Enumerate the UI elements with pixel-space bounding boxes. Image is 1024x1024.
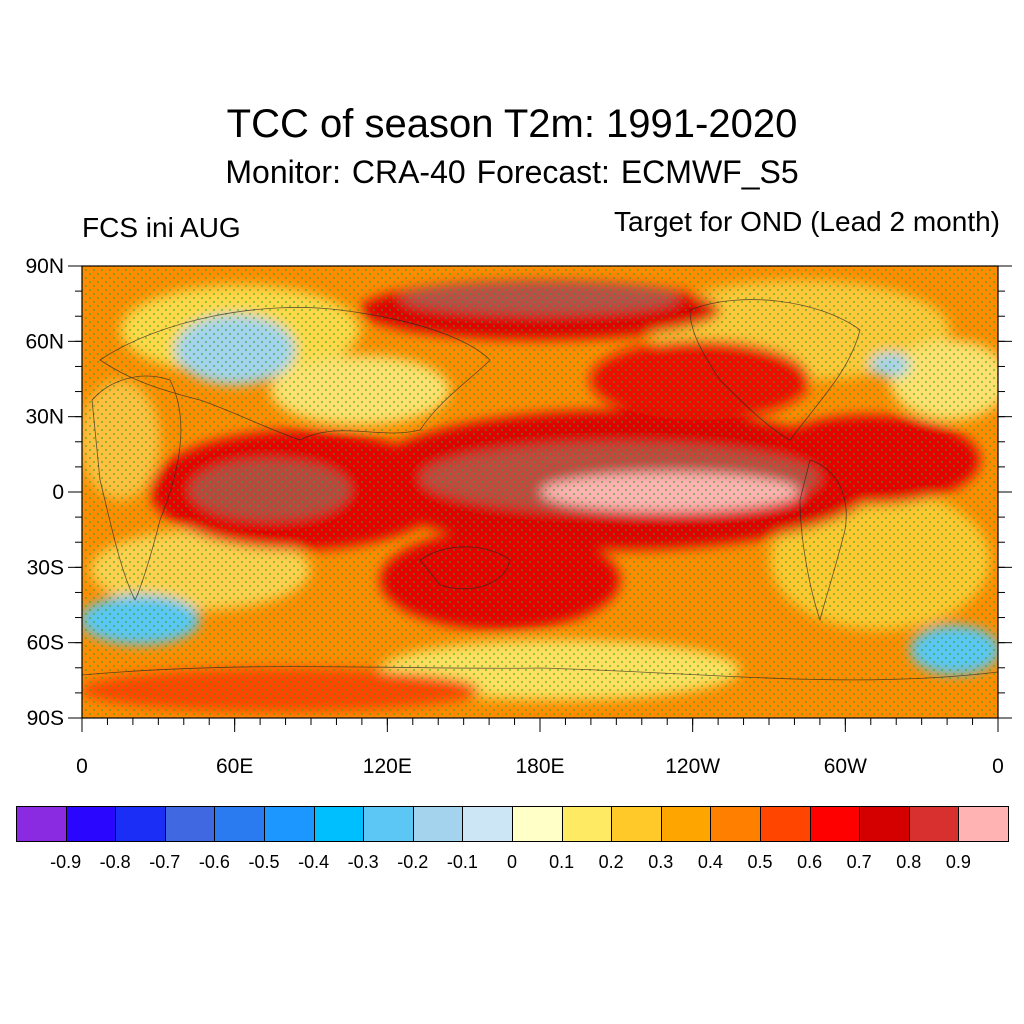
colorbar-label: 0 bbox=[506, 852, 518, 872]
colorbar-box bbox=[16, 806, 67, 842]
y-tick-label: 90S bbox=[27, 707, 64, 730]
colorbar-box bbox=[958, 806, 1009, 842]
colorbar-label: -0.2 bbox=[397, 852, 429, 872]
colorbar-box bbox=[512, 806, 563, 842]
colorbar-label: 0.9 bbox=[945, 852, 971, 872]
x-tick-label: 0 bbox=[992, 755, 1004, 778]
x-tick-label: 60E bbox=[216, 755, 253, 778]
x-tick-label: 120W bbox=[665, 755, 720, 778]
colorbar-box bbox=[214, 806, 265, 842]
target-label: Target for OND (Lead 2 month) bbox=[614, 206, 1000, 237]
axis-labels: 90N 60N 30N 0 30S 60S 90S 0 60E 120E 180E 120W 60W 0 bbox=[25, 255, 1003, 778]
y-tick-label: 30N bbox=[25, 406, 64, 429]
colorbar-box bbox=[115, 806, 166, 842]
colorbar-label: 0.8 bbox=[896, 852, 922, 872]
colorbar-box bbox=[859, 806, 910, 842]
colorbar-box bbox=[561, 806, 613, 842]
colorbar-box bbox=[611, 806, 662, 842]
y-tick-label: 90N bbox=[25, 255, 64, 278]
colorbar-box bbox=[462, 806, 513, 842]
chart-title: TCC of season T2m: 1991-2020 bbox=[226, 102, 798, 146]
colorbar-label: -0.3 bbox=[347, 852, 379, 872]
colorbar-label: -0.6 bbox=[198, 852, 230, 872]
x-tick-label: 60W bbox=[824, 755, 867, 778]
colorbar-label: -0.7 bbox=[149, 852, 181, 872]
colorbar-box bbox=[313, 806, 365, 842]
colorbar-label: -0.9 bbox=[50, 852, 82, 872]
colorbar-label: 0.4 bbox=[697, 852, 723, 872]
colorbar-label: 0.6 bbox=[797, 852, 823, 872]
colorbar-box bbox=[65, 806, 117, 842]
init-label: FCS ini AUG bbox=[82, 212, 241, 243]
colorbar-label: 0.3 bbox=[648, 852, 674, 872]
colorbar-box bbox=[710, 806, 761, 842]
colorbar-label: 0.5 bbox=[747, 852, 773, 872]
coastlines bbox=[82, 299, 998, 681]
colorbar-box bbox=[363, 806, 414, 842]
colorbar-box bbox=[760, 806, 811, 842]
y-tick-label: 30S bbox=[27, 556, 64, 579]
colorbar-label: -0.8 bbox=[99, 852, 131, 872]
colorbar-label: 0.2 bbox=[598, 852, 624, 872]
colorbar-box bbox=[809, 806, 861, 842]
chart-subtitle: Monitor: CRA-40 Forecast: ECMWF_S5 bbox=[225, 154, 799, 190]
colorbar-label: 0.7 bbox=[846, 852, 872, 872]
y-tick-label: 60S bbox=[27, 632, 64, 655]
colorbar-box bbox=[908, 806, 960, 842]
colorbar-box bbox=[660, 806, 712, 842]
tcc-map: 90N 60N 30N 0 30S 60S 90S 0 60E 120E 180E 120W 60W 0 bbox=[25, 255, 1012, 778]
colorbar bbox=[16, 806, 1009, 844]
colorbar-label: -0.5 bbox=[248, 852, 280, 872]
x-tick-label: 180E bbox=[515, 755, 564, 778]
axis-ticks bbox=[68, 265, 1012, 732]
y-tick-label: 60N bbox=[25, 330, 64, 353]
y-tick-label: 0 bbox=[52, 481, 64, 504]
x-tick-label: 0 bbox=[76, 755, 88, 778]
colorbar-label: -0.1 bbox=[446, 852, 478, 872]
x-tick-label: 120E bbox=[363, 755, 412, 778]
map-field bbox=[82, 266, 998, 718]
colorbar-box bbox=[264, 806, 315, 842]
colorbar-labels: -0.9 -0.8 -0.7 -0.6 -0.5 -0.4 -0.3 -0.2 -0.1 0 0.1… bbox=[0, 852, 1024, 876]
colorbar-label: 0.1 bbox=[549, 852, 575, 872]
colorbar-box bbox=[164, 806, 216, 842]
colorbar-label: -0.4 bbox=[298, 852, 330, 872]
colorbar-box bbox=[412, 806, 464, 842]
